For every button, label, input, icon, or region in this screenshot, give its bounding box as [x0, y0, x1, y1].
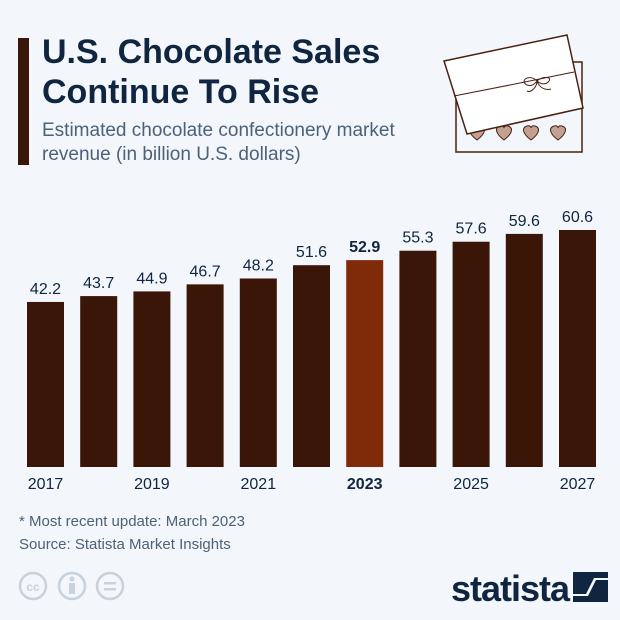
bar-2017 — [27, 301, 64, 467]
x-tick-label: 2025 — [453, 476, 489, 493]
attribution-icon — [57, 571, 87, 601]
value-label: 48.2 — [243, 257, 274, 274]
value-label: 46.7 — [190, 263, 221, 280]
update-note: * Most recent update: March 2023 — [19, 513, 245, 530]
x-tick-label: 2023 — [347, 476, 383, 493]
value-label: 59.6 — [509, 213, 540, 230]
value-label: 42.2 — [30, 281, 61, 298]
title-line-1: U.S. Chocolate Sales — [42, 33, 381, 71]
statista-logo: statista — [451, 568, 570, 609]
title-line-2: Continue To Rise — [42, 73, 320, 111]
bar-2025 — [452, 241, 490, 467]
bar-2018 — [80, 296, 118, 467]
value-label: 55.3 — [402, 230, 433, 247]
title-accent-bar — [18, 38, 29, 165]
x-tick-label: 2017 — [28, 476, 64, 493]
no-derivatives-icon — [95, 571, 125, 601]
value-label: 57.6 — [456, 221, 487, 238]
value-label: 52.9 — [349, 239, 380, 256]
bar-2021 — [239, 278, 277, 467]
page-title: U.S. Chocolate Sales Continue To Rise — [42, 32, 380, 112]
bar-2020 — [186, 284, 224, 467]
x-tick-label: 2021 — [241, 476, 277, 493]
x-tick-label: 2027 — [560, 476, 596, 493]
value-label: 43.7 — [83, 275, 114, 292]
bar-2024 — [399, 250, 437, 467]
bar-2022 — [293, 265, 330, 467]
value-label: 44.9 — [136, 270, 167, 287]
bar-2027 — [559, 230, 596, 467]
subtitle: Estimated chocolate confectionery market… — [42, 120, 395, 165]
cc-icon: cc — [18, 571, 48, 601]
bar-2019 — [133, 291, 171, 467]
source-note: Source: Statista Market Insights — [19, 536, 231, 553]
value-label: 51.6 — [296, 244, 327, 261]
value-label: 60.6 — [562, 209, 593, 226]
statista-logo-icon — [573, 572, 608, 602]
svg-text:cc: cc — [26, 580, 40, 594]
bar-2023 — [346, 260, 384, 467]
x-tick-label: 2019 — [134, 476, 170, 493]
bar-2026 — [505, 233, 543, 467]
